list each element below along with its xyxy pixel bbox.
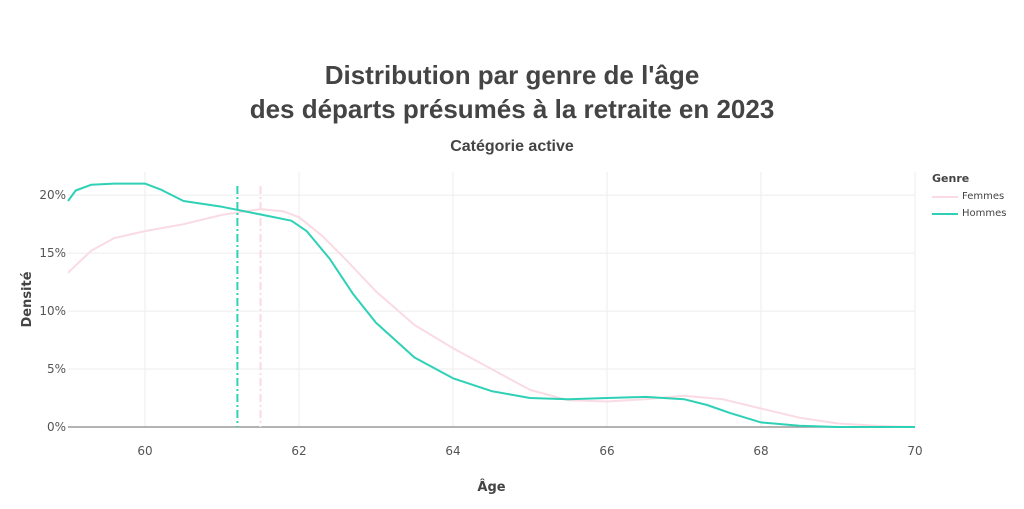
y-axis-label: Densité xyxy=(20,271,35,327)
series-line-femmes xyxy=(67,208,916,428)
chart-subtitle: Catégorie active xyxy=(450,138,574,155)
x-tick-label: 70 xyxy=(907,444,922,458)
x-tick-label: 68 xyxy=(753,444,768,458)
y-tick-label: 0% xyxy=(47,420,66,434)
legend-label-hommes: Hommes xyxy=(962,208,1007,219)
x-tick-label: 60 xyxy=(137,444,152,458)
legend-swatch-femmes xyxy=(932,195,958,198)
legend-label-femmes: Femmes xyxy=(962,191,1005,202)
legend-item-femmes[interactable]: Femmes xyxy=(932,188,1006,205)
x-tick-label: 64 xyxy=(445,444,460,458)
legend-title: Genre xyxy=(932,172,970,185)
legend-swatch-hommes xyxy=(932,212,958,215)
legend-item-hommes[interactable]: Hommes xyxy=(932,205,1006,222)
series-line-hommes xyxy=(67,182,915,428)
y-tick-label: 10% xyxy=(39,304,66,318)
legend: Genre Femmes Hommes xyxy=(932,172,1006,222)
x-tick-label: 62 xyxy=(291,444,306,458)
y-tick-label: 20% xyxy=(39,188,66,202)
chart-title: Distribution par genre de l'âge des dépa… xyxy=(0,58,1024,126)
x-axis-label: Âge xyxy=(477,479,505,495)
x-tick-label: 66 xyxy=(599,444,614,458)
y-tick-label: 5% xyxy=(47,362,66,376)
y-tick-label: 15% xyxy=(39,246,66,260)
chart-title-line-2: des départs présumés à la retraite en 20… xyxy=(249,94,775,124)
chart-title-line-1: Distribution par genre de l'âge xyxy=(324,60,700,90)
